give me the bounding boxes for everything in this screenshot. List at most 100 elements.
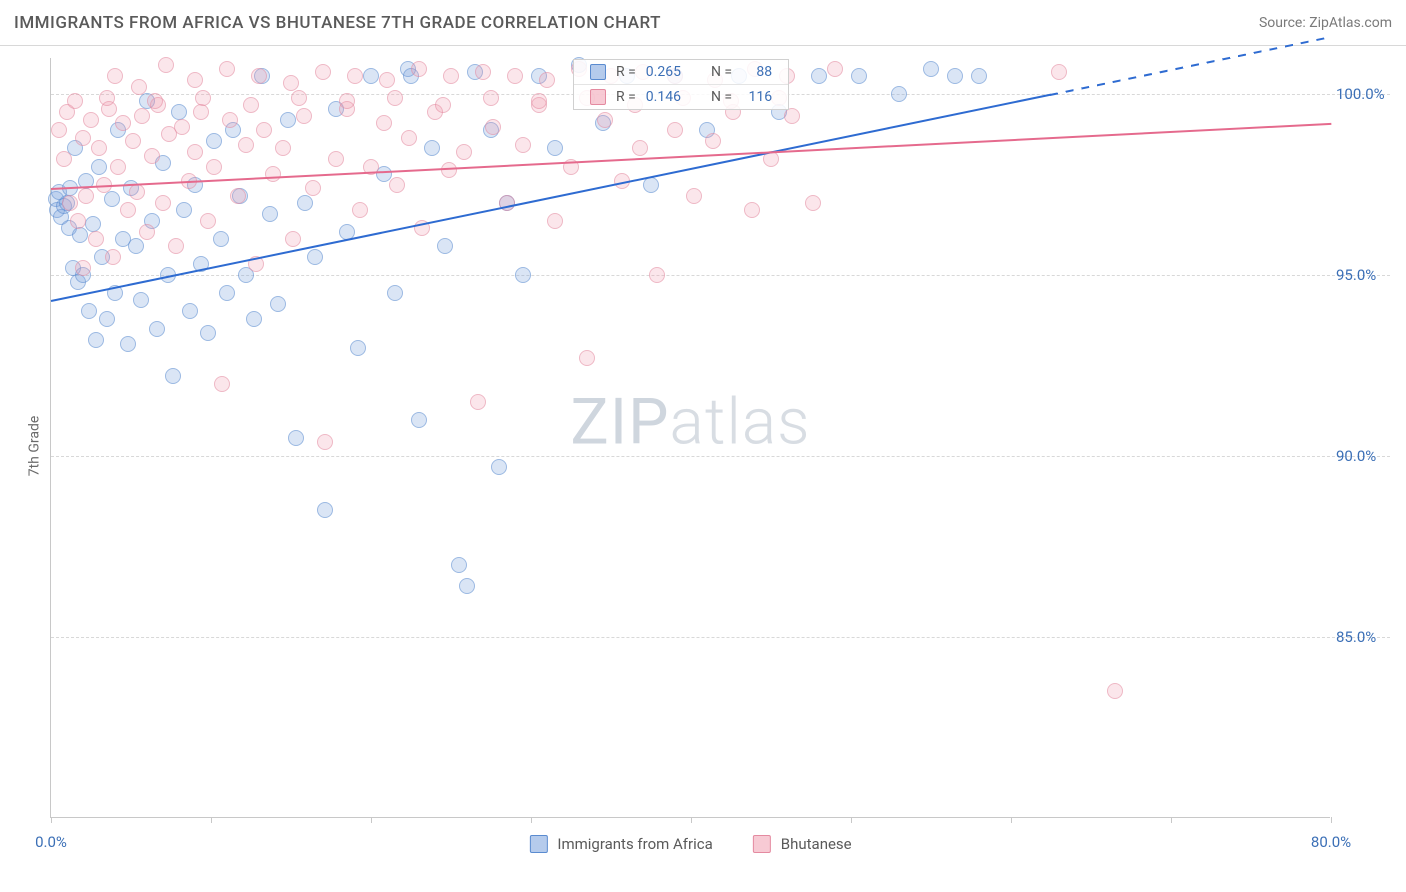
- data-point-bhutanese: [144, 148, 160, 164]
- data-point-bhutanese: [147, 93, 163, 109]
- data-point-africa: [307, 249, 323, 265]
- data-point-africa: [128, 238, 144, 254]
- data-point-bhutanese: [265, 166, 281, 182]
- data-point-africa: [88, 332, 104, 348]
- data-point-bhutanese: [441, 162, 457, 178]
- data-point-bhutanese: [168, 238, 184, 254]
- data-point-bhutanese: [193, 104, 209, 120]
- data-point-bhutanese: [174, 119, 190, 135]
- data-point-bhutanese: [347, 68, 363, 84]
- x-tick-mark: [1331, 817, 1332, 823]
- data-point-bhutanese: [485, 119, 501, 135]
- data-point-bhutanese: [139, 224, 155, 240]
- data-point-africa: [459, 578, 475, 594]
- gridline: [51, 637, 1390, 638]
- data-point-africa: [72, 227, 88, 243]
- data-point-bhutanese: [230, 188, 246, 204]
- r-value: 0.265: [646, 64, 681, 80]
- data-point-bhutanese: [597, 112, 613, 128]
- data-point-bhutanese: [67, 93, 83, 109]
- data-point-africa: [213, 231, 229, 247]
- data-point-bhutanese: [99, 90, 115, 106]
- data-point-bhutanese: [705, 133, 721, 149]
- data-point-bhutanese: [784, 108, 800, 124]
- data-point-bhutanese: [115, 115, 131, 131]
- data-point-bhutanese: [131, 79, 147, 95]
- data-point-africa: [288, 430, 304, 446]
- data-point-africa: [491, 459, 507, 475]
- data-point-bhutanese: [51, 122, 67, 138]
- chart-title: IMMIGRANTS FROM AFRICA VS BHUTANESE 7TH …: [14, 13, 661, 33]
- data-point-bhutanese: [275, 140, 291, 156]
- data-point-africa: [547, 140, 563, 156]
- data-point-bhutanese: [389, 177, 405, 193]
- data-point-bhutanese: [158, 57, 174, 73]
- data-point-africa: [971, 68, 987, 84]
- data-point-africa: [923, 61, 939, 77]
- data-point-africa: [363, 68, 379, 84]
- data-point-bhutanese: [1107, 683, 1123, 699]
- data-point-africa: [81, 303, 97, 319]
- data-point-africa: [947, 68, 963, 84]
- data-point-bhutanese: [129, 184, 145, 200]
- x-tick-label: 0.0%: [35, 833, 67, 851]
- data-point-bhutanese: [88, 231, 104, 247]
- x-tick-mark: [851, 817, 852, 823]
- data-point-africa: [515, 267, 531, 283]
- data-point-africa: [176, 202, 192, 218]
- x-tick-mark: [1171, 817, 1172, 823]
- data-point-bhutanese: [328, 151, 344, 167]
- x-tick-mark: [51, 817, 52, 823]
- data-point-bhutanese: [376, 115, 392, 131]
- data-point-bhutanese: [435, 97, 451, 113]
- y-tick-label: 95.0%: [1336, 266, 1394, 284]
- data-point-bhutanese: [632, 140, 648, 156]
- data-point-bhutanese: [214, 376, 230, 392]
- x-tick-mark: [531, 817, 532, 823]
- data-point-bhutanese: [470, 394, 486, 410]
- data-point-africa: [851, 68, 867, 84]
- x-tick-label: 80.0%: [1311, 833, 1351, 851]
- data-point-africa: [85, 216, 101, 232]
- data-point-bhutanese: [649, 267, 665, 283]
- data-point-africa: [317, 502, 333, 518]
- legend-swatch: [753, 835, 771, 853]
- legend-row: R =0.146N =116: [574, 85, 788, 109]
- data-point-africa: [219, 285, 235, 301]
- data-point-bhutanese: [515, 137, 531, 153]
- data-point-bhutanese: [547, 213, 563, 229]
- data-point-bhutanese: [475, 64, 491, 80]
- data-point-bhutanese: [296, 108, 312, 124]
- data-point-africa: [206, 133, 222, 149]
- trend-line: [51, 123, 1331, 190]
- data-point-bhutanese: [110, 159, 126, 175]
- data-point-bhutanese: [379, 72, 395, 88]
- data-point-bhutanese: [120, 202, 136, 218]
- data-point-africa: [424, 140, 440, 156]
- data-point-bhutanese: [667, 122, 683, 138]
- x-tick-mark: [1011, 817, 1012, 823]
- data-point-africa: [451, 557, 467, 573]
- data-point-bhutanese: [317, 434, 333, 450]
- data-point-bhutanese: [155, 195, 171, 211]
- legend-row: R =0.265N =88: [574, 60, 788, 85]
- data-point-bhutanese: [75, 130, 91, 146]
- n-value: 116: [742, 89, 772, 105]
- x-tick-mark: [371, 817, 372, 823]
- data-point-africa: [811, 68, 827, 84]
- data-point-bhutanese: [219, 61, 235, 77]
- y-tick-label: 100.0%: [1336, 85, 1394, 103]
- data-point-africa: [297, 195, 313, 211]
- legend-swatch: [529, 835, 547, 853]
- x-tick-mark: [691, 817, 692, 823]
- legend-swatch: [590, 89, 606, 105]
- data-point-bhutanese: [315, 64, 331, 80]
- data-point-bhutanese: [285, 231, 301, 247]
- data-point-bhutanese: [56, 151, 72, 167]
- data-point-africa: [891, 86, 907, 102]
- data-point-bhutanese: [352, 202, 368, 218]
- data-point-bhutanese: [200, 213, 216, 229]
- data-point-bhutanese: [539, 72, 555, 88]
- data-point-bhutanese: [134, 108, 150, 124]
- data-point-bhutanese: [744, 202, 760, 218]
